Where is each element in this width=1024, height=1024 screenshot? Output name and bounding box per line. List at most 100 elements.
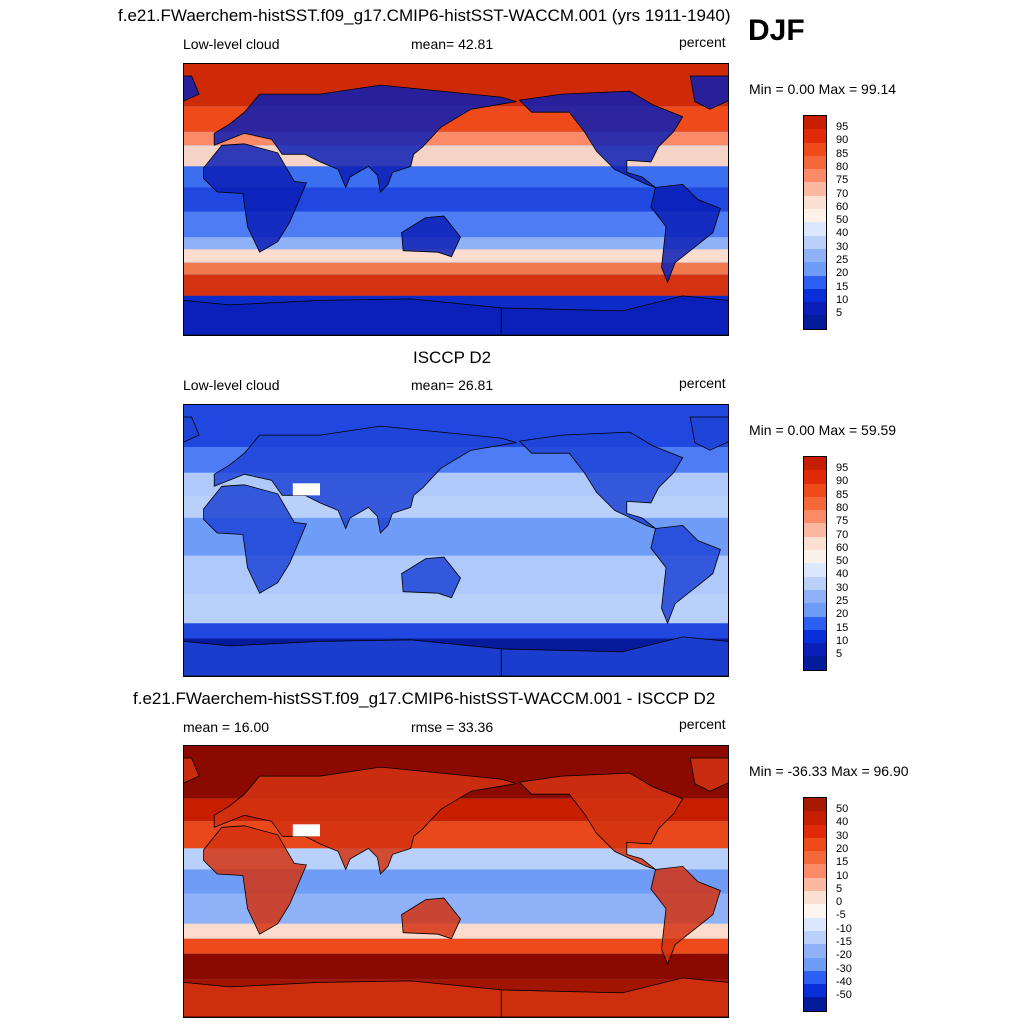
continent-north-america — [518, 772, 684, 870]
colorbar-tick-label: 80 — [836, 501, 849, 514]
colorbar-swatch — [804, 550, 826, 564]
colorbar-tick-label: 90 — [836, 475, 849, 488]
rmse-label: rmse = 33.36 — [411, 719, 494, 735]
colorbar-swatch — [804, 798, 826, 812]
colorbar — [803, 456, 827, 671]
colorbar-tick-label: 70 — [836, 528, 849, 541]
colorbar-swatch — [804, 510, 826, 524]
colorbar-swatch — [804, 288, 826, 303]
colorbar-swatch — [804, 616, 826, 630]
missing-data-region — [292, 824, 320, 837]
continent-north-america — [518, 431, 684, 529]
colorbar-swatch — [804, 563, 826, 577]
latitude-band — [184, 923, 728, 939]
colorbar-tick-label: 40 — [836, 568, 849, 581]
colorbar-tick-label: 85 — [836, 488, 849, 501]
colorbar-swatch — [804, 248, 826, 263]
colorbar-tick-label: 30 — [836, 240, 849, 253]
colorbar-tick-label: 50 — [836, 555, 849, 568]
colorbar-swatch — [804, 209, 826, 223]
colorbar-swatch — [804, 235, 826, 249]
continent-greenland — [689, 416, 728, 451]
colorbar-tick-label: 30 — [836, 581, 849, 594]
colorbar-swatch — [804, 984, 826, 998]
units-label: percent — [679, 375, 726, 391]
continent-antarctica — [500, 636, 728, 676]
colorbar-swatch — [804, 656, 826, 670]
colorbar-tick-label: 50 — [836, 803, 849, 815]
colorbar-tick-label: 10 — [836, 634, 849, 647]
colorbar-swatch — [804, 576, 826, 590]
continent-greenland — [184, 75, 200, 102]
mean-label: mean= 42.81 — [411, 36, 494, 52]
colorbar-tick-label: 95 — [836, 121, 849, 133]
colorbar-swatch — [804, 603, 826, 617]
continent-south-america — [650, 183, 721, 284]
colorbar-tick-label: -20 — [836, 949, 852, 962]
continent-africa — [203, 143, 307, 253]
latitude-band — [184, 262, 728, 275]
colorbar-swatch — [804, 182, 826, 196]
colorbar-swatch — [804, 536, 826, 551]
colorbar-swatch — [804, 169, 826, 183]
continent-antarctica — [184, 298, 502, 335]
continent-greenland — [184, 757, 200, 784]
colorbar-swatch — [804, 997, 826, 1011]
colorbar-tick-label: 20 — [836, 267, 849, 280]
latitude-band — [184, 249, 728, 263]
continent-antarctica — [184, 639, 502, 676]
colorbar-tick-label: 25 — [836, 254, 849, 266]
colorbar-tick-label: 5 — [836, 648, 843, 661]
colorbar-swatch — [804, 629, 826, 644]
variable-label: Low-level cloud — [183, 377, 280, 393]
colorbar-swatch — [804, 275, 826, 289]
map-plot — [183, 63, 729, 336]
colorbar-swatch — [804, 496, 826, 511]
colorbar-tick-label: 20 — [836, 842, 849, 855]
panel-title: f.e21.FWaerchem-histSST.f09_g17.CMIP6-hi… — [118, 6, 731, 25]
continent-south-america — [650, 865, 721, 966]
colorbar-swatch — [804, 142, 826, 156]
colorbar-swatch — [804, 315, 826, 329]
continent-greenland — [689, 757, 728, 792]
colorbar-swatch — [804, 917, 826, 931]
colorbar-tick-label: 0 — [836, 896, 843, 909]
colorbar-tick-label: 50 — [836, 214, 849, 227]
colorbar-swatch — [804, 129, 826, 143]
continent-south-america — [650, 524, 721, 625]
colorbar-tick-label: 80 — [836, 160, 849, 173]
colorbar-tick-label: 15 — [836, 280, 849, 293]
colorbar-swatch — [804, 483, 826, 497]
colorbar-tick-label: 90 — [836, 134, 849, 147]
colorbar-tick-label: 60 — [836, 200, 849, 213]
missing-data-region — [292, 483, 320, 496]
latitude-band — [184, 623, 728, 639]
colorbar-tick-label: 85 — [836, 147, 849, 160]
continent-antarctica — [184, 980, 502, 1017]
season-label: DJF — [748, 14, 805, 47]
colorbar-tick-label: 70 — [836, 187, 849, 200]
latitude-band — [184, 166, 728, 188]
panel-title: ISCCP D2 — [413, 348, 492, 367]
colorbar-tick-label: 75 — [836, 515, 849, 528]
continent-australia — [401, 556, 461, 599]
latitude-band — [184, 593, 728, 624]
colorbar-swatch — [804, 891, 826, 905]
colorbar-swatch — [804, 155, 826, 170]
units-label: percent — [679, 34, 726, 50]
colorbar-swatch — [804, 944, 826, 958]
continent-antarctica — [500, 977, 728, 1017]
mean-label: mean = 16.00 — [183, 719, 270, 735]
colorbar — [803, 797, 827, 1012]
colorbar-tick-label: 40 — [836, 227, 849, 240]
colorbar-tick-label: 20 — [836, 608, 849, 621]
continent-greenland — [184, 416, 200, 443]
colorbar-swatch — [804, 262, 826, 276]
continent-antarctica — [500, 295, 728, 335]
continent-europe-asia — [213, 84, 517, 193]
colorbar-swatch — [804, 643, 826, 657]
colorbar-swatch — [804, 222, 826, 236]
colorbar — [803, 115, 827, 330]
colorbar-swatch — [804, 195, 826, 210]
colorbar-swatch — [804, 470, 826, 484]
